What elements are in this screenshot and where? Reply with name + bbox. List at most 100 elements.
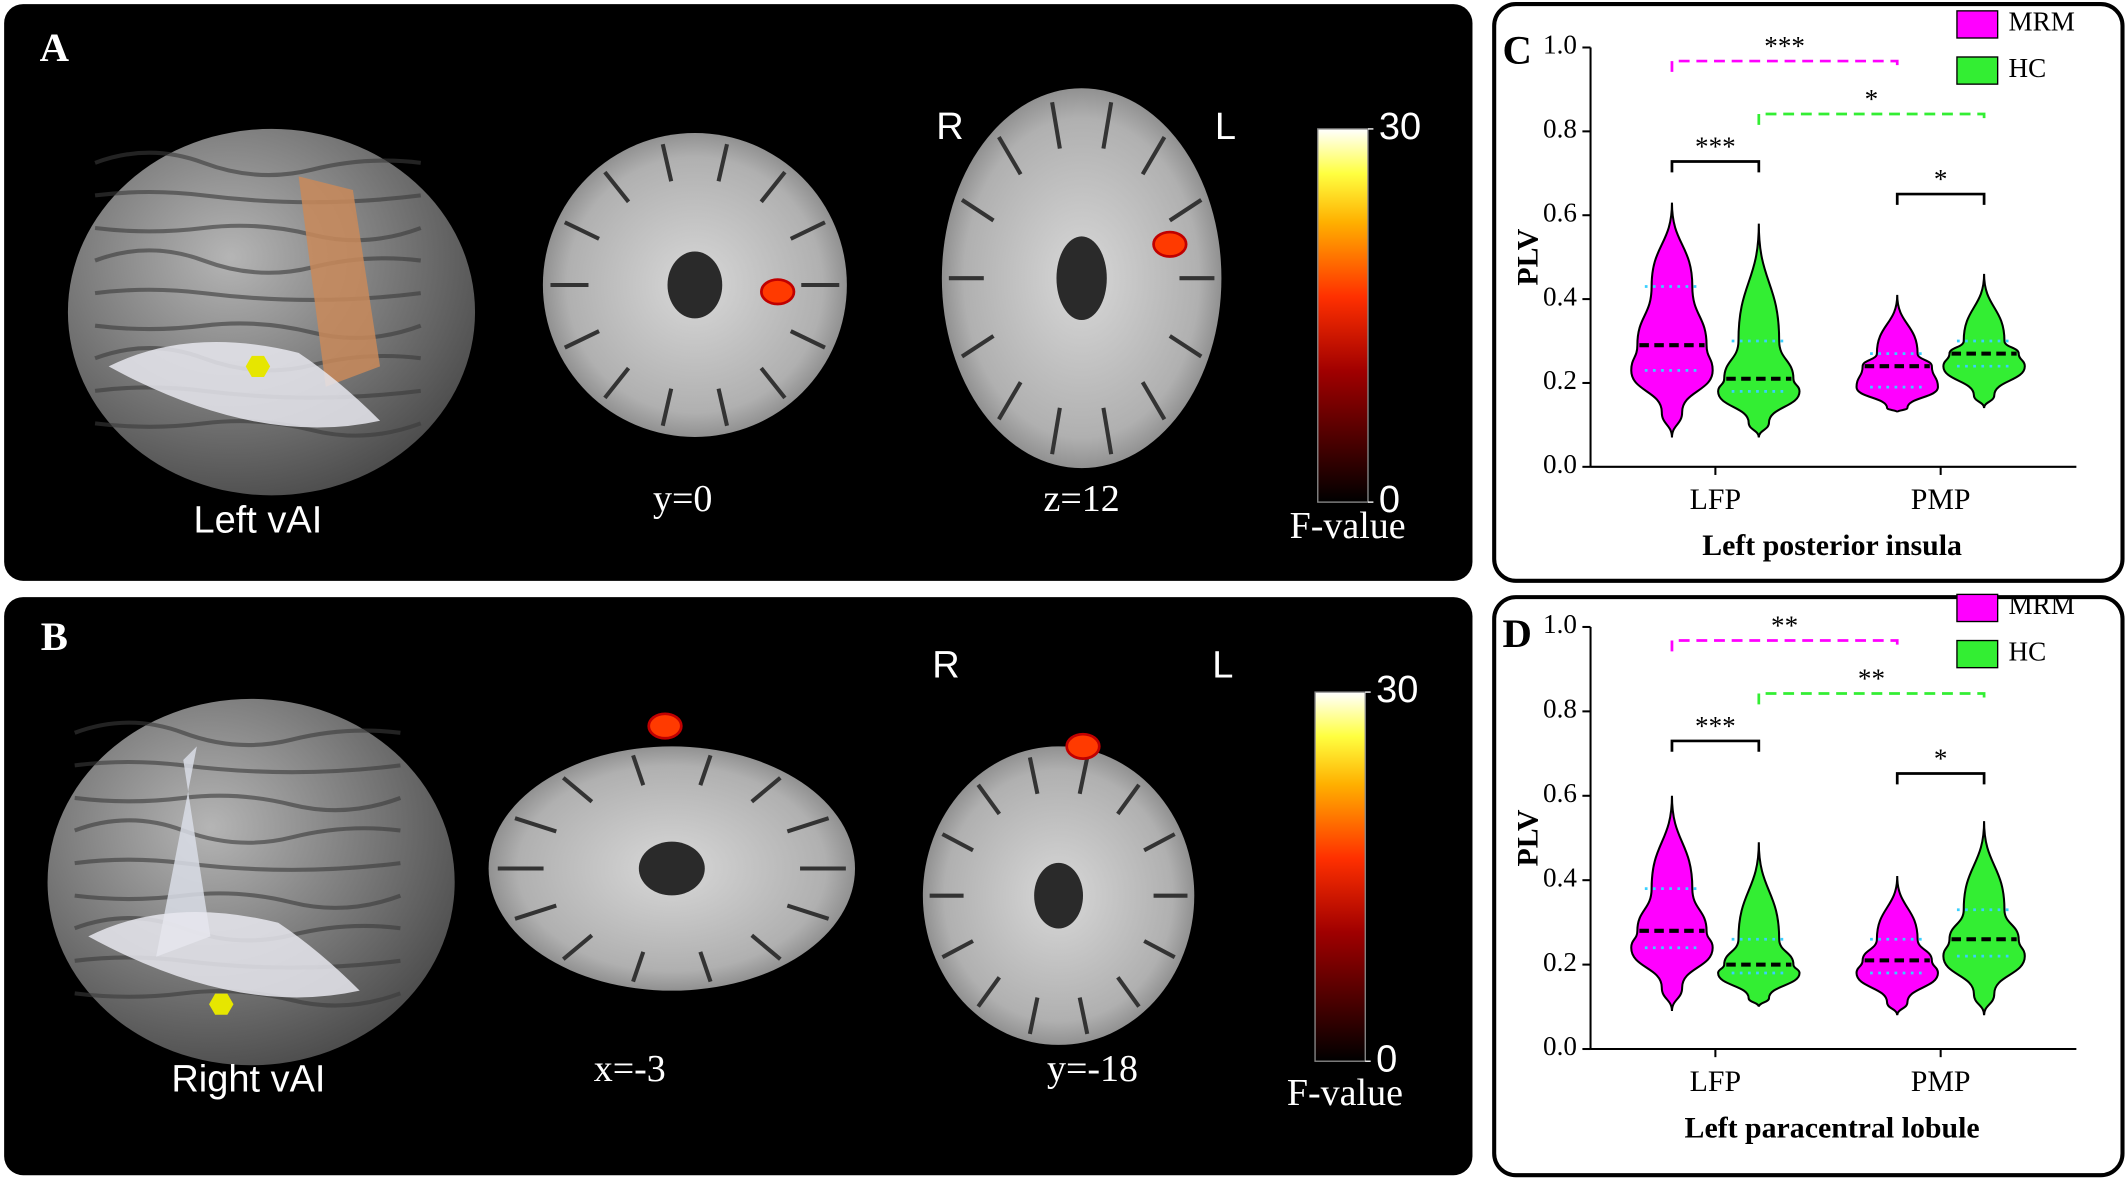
sulcus bbox=[789, 329, 826, 350]
sulcus bbox=[1050, 101, 1062, 149]
colorbar-tick-label: 0 bbox=[1379, 479, 1400, 521]
sulcus bbox=[759, 170, 787, 204]
y-axis-title: PLV bbox=[1512, 809, 1545, 866]
sulcus bbox=[786, 903, 830, 921]
gyrus bbox=[74, 793, 402, 813]
significance-bracket bbox=[1895, 772, 1986, 785]
colorbar-label: F-value bbox=[1290, 505, 1406, 547]
activation bbox=[1065, 732, 1101, 760]
sulcus bbox=[698, 951, 713, 983]
legend-label: MRM bbox=[2009, 7, 2075, 37]
ventricle bbox=[1056, 236, 1107, 320]
y-tick-label: 1.0 bbox=[1543, 30, 1577, 60]
ventricle bbox=[1034, 862, 1083, 929]
gyrus bbox=[74, 759, 401, 775]
significance-bracket bbox=[1757, 112, 1986, 125]
x-axis-title: Left posterior insula bbox=[1702, 529, 1962, 562]
significance-bracket bbox=[1670, 160, 1761, 173]
sulcus bbox=[1027, 997, 1040, 1035]
legend-label: HC bbox=[2009, 636, 2047, 666]
image-caption: Right vAI bbox=[171, 1059, 325, 1101]
x-tick-label: LFP bbox=[1690, 483, 1741, 516]
image-caption: z=12 bbox=[1044, 478, 1120, 520]
significance-label: *** bbox=[1695, 132, 1736, 162]
legend-label: MRM bbox=[2009, 590, 2075, 620]
significance-bracket bbox=[1670, 639, 1899, 652]
violin bbox=[1717, 223, 1801, 438]
sulcus bbox=[997, 381, 1023, 421]
cut-plane bbox=[156, 746, 211, 957]
orientation-label: L bbox=[1212, 645, 1233, 687]
activation bbox=[1152, 230, 1188, 258]
gyrus bbox=[94, 150, 422, 178]
sulcus bbox=[631, 951, 646, 983]
x-axis-title: Left paracentral lobule bbox=[1685, 1111, 1980, 1144]
orientation-label: R bbox=[932, 645, 959, 687]
image-caption: y=0 bbox=[653, 478, 712, 520]
panel-letter: A bbox=[40, 25, 70, 70]
orientation-label: R bbox=[936, 106, 963, 148]
significance-label: * bbox=[1865, 84, 1879, 114]
y-tick-label: 0.4 bbox=[1543, 862, 1577, 892]
sulcus bbox=[514, 903, 557, 921]
sulcus bbox=[1077, 997, 1090, 1035]
y-tick-label: 0.6 bbox=[1543, 778, 1577, 808]
significance-label: * bbox=[1934, 164, 1948, 194]
y-tick-label: 0.8 bbox=[1543, 114, 1577, 144]
y-tick-label: 0.2 bbox=[1543, 365, 1577, 395]
gyrus bbox=[94, 223, 422, 243]
sulcus bbox=[561, 776, 594, 804]
sulcus bbox=[1143, 832, 1176, 853]
panel-letter: B bbox=[41, 614, 68, 659]
sulcus bbox=[1116, 976, 1141, 1008]
sulcus bbox=[1101, 407, 1114, 455]
sulcus bbox=[1168, 198, 1203, 223]
sulcus bbox=[976, 976, 1001, 1008]
legend-swatch bbox=[1956, 593, 1999, 623]
legend-label: HC bbox=[2009, 53, 2047, 83]
orientation-label: L bbox=[1215, 106, 1236, 148]
gyrus bbox=[94, 190, 422, 205]
x-tick-label: LFP bbox=[1690, 1065, 1741, 1098]
sulcus bbox=[603, 170, 631, 204]
sulcus bbox=[789, 220, 826, 241]
panel-letter: C bbox=[1503, 28, 1532, 73]
y-tick-label: 1.0 bbox=[1543, 609, 1577, 639]
violin bbox=[1630, 202, 1714, 438]
panel-c-frame bbox=[1492, 2, 2125, 583]
gyrus bbox=[73, 720, 401, 748]
colorbar-tick-label: 0 bbox=[1376, 1038, 1397, 1080]
gyrus bbox=[94, 248, 422, 275]
sulcus bbox=[1168, 334, 1203, 359]
colorbar-label: F-value bbox=[1287, 1072, 1403, 1114]
colorbar-tick-label: 30 bbox=[1379, 106, 1421, 148]
legend-swatch bbox=[1956, 56, 1999, 85]
sulcus bbox=[1140, 381, 1167, 421]
significance-label: *** bbox=[1764, 31, 1805, 61]
y-axis-title: PLV bbox=[1512, 228, 1545, 285]
significance-label: ** bbox=[1858, 663, 1885, 693]
sulcus bbox=[976, 783, 1001, 816]
significance-bracket bbox=[1670, 59, 1899, 72]
y-tick-label: 0.0 bbox=[1543, 449, 1577, 479]
significance-bracket bbox=[1757, 692, 1986, 705]
y-tick-label: 0.0 bbox=[1543, 1031, 1577, 1061]
gyrus bbox=[74, 891, 402, 910]
sulcus bbox=[1077, 756, 1090, 795]
sulcus bbox=[1140, 136, 1167, 176]
sulcus bbox=[631, 754, 646, 786]
brain-3d bbox=[67, 128, 476, 496]
sulcus bbox=[561, 933, 594, 961]
x-tick-label: PMP bbox=[1911, 1065, 1971, 1098]
significance-bracket bbox=[1895, 192, 1986, 205]
sulcus bbox=[1050, 407, 1062, 455]
legend-swatch bbox=[1956, 10, 1999, 39]
sulcus bbox=[960, 334, 995, 359]
ventricle bbox=[638, 841, 705, 896]
sulcus bbox=[997, 136, 1023, 176]
x-tick-label: PMP bbox=[1911, 483, 1971, 516]
violin bbox=[1942, 821, 2026, 1016]
sulcus bbox=[603, 366, 631, 400]
sulcus bbox=[1101, 101, 1114, 149]
